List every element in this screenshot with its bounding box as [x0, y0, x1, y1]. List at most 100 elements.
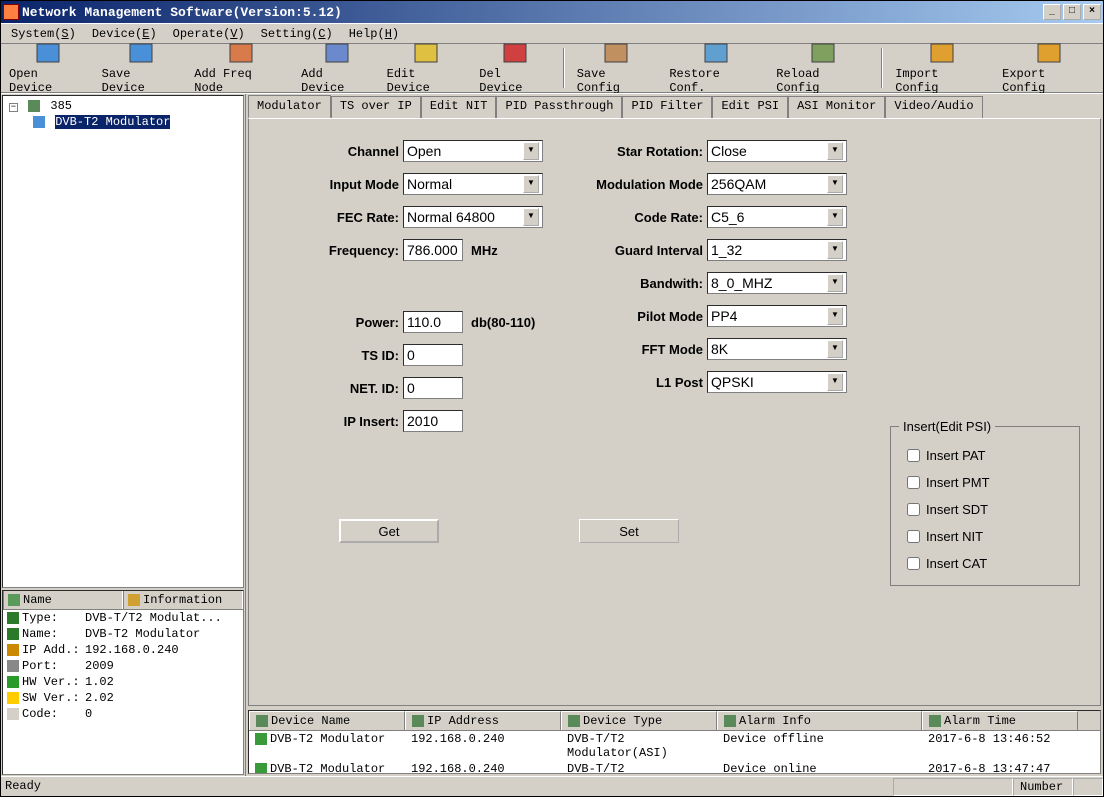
input-frequency-[interactable]	[403, 239, 463, 261]
tab-pid-passthrough[interactable]: PID Passthrough	[496, 96, 622, 118]
checkbox-insert-cat[interactable]	[907, 557, 920, 570]
info-row-icon	[7, 660, 19, 672]
chevron-down-icon: ▼	[827, 142, 843, 160]
tool-export[interactable]: Export Config	[998, 39, 1099, 97]
tree-collapse-icon[interactable]: −	[9, 103, 18, 112]
minimize-button[interactable]: _	[1043, 4, 1061, 20]
status-ready: Ready	[1, 778, 893, 796]
dropdown-channel[interactable]: Open▼	[403, 140, 543, 162]
checkbox-insert-nit[interactable]	[907, 530, 920, 543]
field: Code Rate: C5_6▼	[583, 205, 847, 229]
info-row-icon	[7, 612, 19, 624]
grid-row[interactable]: DVB-T2 Modulator192.168.0.240DVB-T/T2 Mo…	[249, 731, 1100, 761]
checkbox-insert-pmt[interactable]	[907, 476, 920, 489]
checkbox-insert-sdt[interactable]	[907, 503, 920, 516]
restore-icon	[702, 41, 730, 65]
dropdown-fec-rate-[interactable]: Normal 64800▼	[403, 206, 543, 228]
info-row: IP Add.:192.168.0.240	[3, 642, 243, 658]
grid-header-cell[interactable]: Device Type	[561, 711, 717, 730]
tab-video-audio[interactable]: Video/Audio	[885, 96, 982, 118]
device-tree[interactable]: − 385 DVB-T2 Modulator	[2, 95, 244, 588]
tab-ts-over-ip[interactable]: TS over IP	[331, 96, 421, 118]
addfreq-icon	[227, 41, 255, 65]
checkbox-insert-pat[interactable]	[907, 449, 920, 462]
tab-content: ChannelOpen▼Input ModeNormal▼FEC Rate:No…	[248, 118, 1101, 706]
dropdown-bandwith-[interactable]: 8_0_MHZ▼	[707, 272, 847, 294]
fieldset-legend: Insert(Edit PSI)	[899, 419, 995, 434]
field-label: FFT Mode	[583, 342, 703, 357]
checkbox-row: Insert PAT	[899, 442, 1071, 469]
info-row-icon	[7, 644, 19, 656]
info-row: HW Ver.:1.02	[3, 674, 243, 690]
chevron-down-icon: ▼	[827, 175, 843, 193]
checkbox-row: Insert CAT	[899, 550, 1071, 577]
tab-asi-monitor[interactable]: ASI Monitor	[788, 96, 885, 118]
tree-root[interactable]: − 385	[5, 98, 241, 114]
grid-header-cell[interactable]: IP Address	[405, 711, 561, 730]
tool-restore[interactable]: Restore Conf.	[665, 39, 766, 97]
tool-addfreq[interactable]: Add Freq Node	[190, 39, 291, 97]
alarm-grid[interactable]: Device NameIP AddressDevice TypeAlarm In…	[248, 710, 1101, 774]
field-label: Code Rate:	[583, 210, 703, 225]
dropdown-guard-interval[interactable]: 1_32▼	[707, 239, 847, 261]
field-label: Star Rotation:	[583, 144, 703, 159]
tab-pid-filter[interactable]: PID Filter	[622, 96, 712, 118]
field: Bandwith: 8_0_MHZ▼	[583, 271, 847, 295]
tool-open[interactable]: Open Device	[5, 39, 92, 97]
dropdown-pilot-mode[interactable]: PP4▼	[707, 305, 847, 327]
tool-deldev[interactable]: Del Device	[475, 39, 554, 97]
savecfg-icon	[602, 41, 630, 65]
tool-save[interactable]: Save Device	[98, 39, 185, 97]
chevron-down-icon: ▼	[827, 373, 843, 391]
grid-header-cell[interactable]: Device Name	[249, 711, 405, 730]
tree-root-icon	[28, 100, 40, 112]
grid-header-cell[interactable]: Alarm Time	[922, 711, 1078, 730]
input-ip-insert-[interactable]	[403, 410, 463, 432]
dropdown-fft-mode[interactable]: 8K▼	[707, 338, 847, 360]
field-label: Power:	[279, 315, 399, 330]
toolbar: Open DeviceSave DeviceAdd Freq NodeAdd D…	[1, 43, 1103, 93]
field-label: TS ID:	[279, 348, 399, 363]
field-label: Bandwith:	[583, 276, 703, 291]
set-button[interactable]: Set	[579, 519, 679, 543]
input-net-id-[interactable]	[403, 377, 463, 399]
input-ts-id-[interactable]	[403, 344, 463, 366]
tool-adddev[interactable]: Add Device	[297, 39, 376, 97]
tab-edit-psi[interactable]: Edit PSI	[712, 96, 788, 118]
dropdown-input-mode[interactable]: Normal▼	[403, 173, 543, 195]
chevron-down-icon: ▼	[827, 274, 843, 292]
get-button[interactable]: Get	[339, 519, 439, 543]
field: Channel Open▼	[279, 139, 543, 163]
tool-import[interactable]: Import Config	[891, 39, 992, 97]
tab-strip: ModulatorTS over IPEdit NITPID Passthrou…	[246, 94, 1103, 118]
tool-editdev[interactable]: Edit Device	[383, 39, 470, 97]
modulator-form: ChannelOpen▼Input ModeNormal▼FEC Rate:No…	[279, 139, 847, 433]
info-row-icon	[7, 676, 19, 688]
main-window: Network Management Software(Version:5.12…	[0, 0, 1104, 797]
field-label: Frequency:	[279, 243, 399, 258]
tool-reload[interactable]: Reload Config	[772, 39, 873, 97]
dropdown-l-post[interactable]: QPSKI▼	[707, 371, 847, 393]
checkbox-row: Insert PMT	[899, 469, 1071, 496]
input-power-[interactable]	[403, 311, 463, 333]
tab-modulator[interactable]: Modulator	[248, 95, 331, 118]
window-title: Network Management Software(Version:5.12…	[22, 5, 342, 20]
insert-psi-fieldset: Insert(Edit PSI) Insert PATInsert PMT Ins…	[890, 419, 1080, 586]
tool-savecfg[interactable]: Save Config	[573, 39, 660, 97]
grid-row[interactable]: DVB-T2 Modulator192.168.0.240DVB-T/T2 Mo…	[249, 761, 1100, 774]
left-pane: − 385 DVB-T2 Modulator Name Information …	[1, 94, 246, 776]
dropdown-code-rate-[interactable]: C5_6▼	[707, 206, 847, 228]
save-icon	[127, 41, 155, 65]
field: FFT Mode 8K▼	[583, 337, 847, 361]
grid-header-cell[interactable]: Alarm Info	[717, 711, 922, 730]
field-label: Channel	[279, 144, 399, 159]
close-button[interactable]: ×	[1083, 4, 1101, 20]
maximize-button[interactable]: □	[1063, 4, 1081, 20]
dropdown-star-rotation-[interactable]: Close▼	[707, 140, 847, 162]
dropdown-modulation-mode[interactable]: 256QAM▼	[707, 173, 847, 195]
info-row: SW Ver.:2.02	[3, 690, 243, 706]
field: Frequency:MHz	[279, 238, 543, 262]
tree-child[interactable]: DVB-T2 Modulator	[5, 114, 241, 130]
tab-edit-nit[interactable]: Edit NIT	[421, 96, 497, 118]
info-row-icon	[7, 628, 19, 640]
